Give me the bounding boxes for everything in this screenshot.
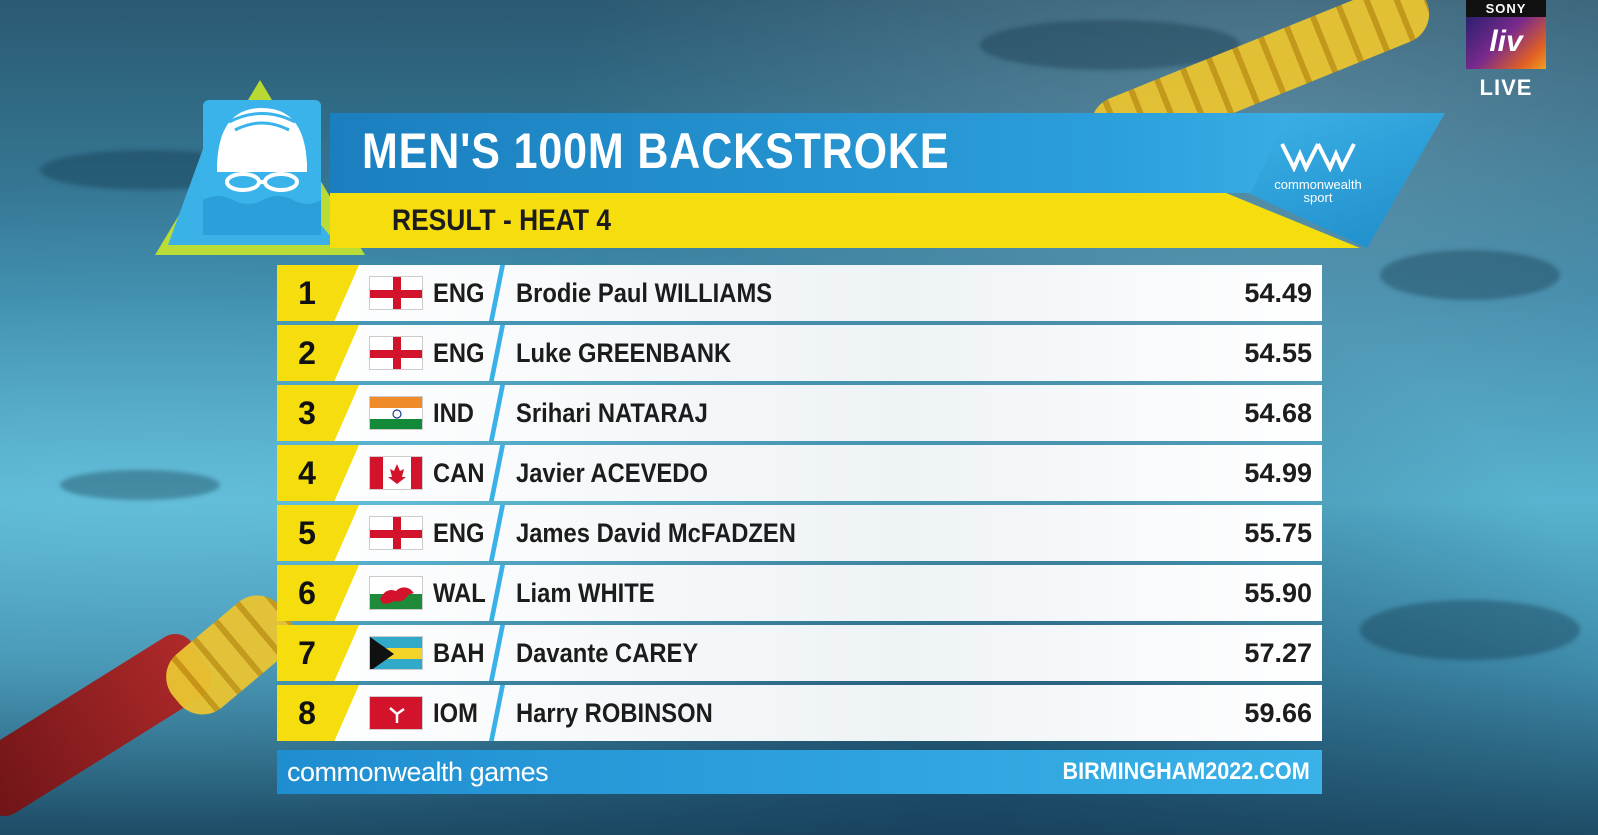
athlete-name: Luke GREENBANK — [516, 338, 732, 368]
result-time: 54.55 — [1244, 338, 1312, 368]
athlete-name: Brodie Paul WILLIAMS — [516, 278, 773, 308]
row-divider — [489, 325, 505, 381]
canada-flag-icon — [369, 456, 423, 490]
rank: 3 — [298, 395, 316, 431]
event-subtitle: RESULT - HEAT 4 — [392, 204, 612, 237]
wales-flag-icon — [369, 576, 423, 610]
result-time: 59.66 — [1244, 698, 1312, 728]
table-row: 2 ENG Luke GREENBANK 54.55 — [277, 325, 1322, 381]
table-row: 4 CAN Javier ACEVEDO 54.99 — [277, 445, 1322, 501]
result-time: 57.27 — [1244, 638, 1312, 668]
country-code: ENG — [433, 518, 485, 548]
commonwealth-logo-line2: sport — [1303, 190, 1333, 205]
results-table: 1 ENG Brodie Paul WILLIAMS 54.49 2 ENG L… — [277, 265, 1322, 745]
row-divider — [489, 445, 505, 501]
result-time: 54.68 — [1244, 398, 1312, 428]
rank: 5 — [298, 515, 316, 551]
result-time: 55.75 — [1244, 518, 1312, 548]
rank: 4 — [298, 455, 316, 491]
brand-sony-text: SONY — [1466, 0, 1546, 17]
country-code: IND — [433, 398, 474, 428]
row-divider — [489, 385, 505, 441]
athlete-name: Srihari NATARAJ — [516, 398, 708, 428]
table-row: 6 WAL Liam WHITE 55.90 — [277, 565, 1322, 621]
table-row: 5 ENG James David McFADZEN 55.75 — [277, 505, 1322, 561]
row-divider — [489, 625, 505, 681]
india-flag-icon — [369, 396, 423, 430]
commonwealth-sport-logo: commonwealth sport — [1263, 140, 1373, 204]
country-code: WAL — [433, 578, 486, 608]
swimmer-icon — [203, 100, 321, 235]
commonwealth-mark-icon — [1263, 140, 1373, 178]
table-row: 3 IND Srihari NATARAJ 54.68 — [277, 385, 1322, 441]
england-flag-icon — [369, 336, 423, 370]
event-title: MEN'S 100M BACKSTROKE — [362, 123, 950, 179]
athlete-name: Harry ROBINSON — [516, 698, 713, 728]
athlete-name: Liam WHITE — [516, 578, 655, 608]
subtitle-banner — [330, 193, 1360, 248]
country-code: BAH — [433, 638, 485, 668]
row-divider — [489, 265, 505, 321]
england-flag-icon — [369, 516, 423, 550]
commonwealth-games-label: commonwealth games — [287, 757, 549, 787]
rank: 2 — [298, 335, 316, 371]
country-code: CAN — [433, 458, 485, 488]
rank: 6 — [298, 575, 316, 611]
website-label: BIRMINGHAM2022.COM — [1062, 758, 1310, 785]
rank: 7 — [298, 635, 316, 671]
result-time: 54.99 — [1244, 458, 1312, 488]
bahamas-flag-icon — [369, 636, 423, 670]
broadcaster-logo: SONY liv LIVE — [1466, 0, 1546, 101]
rank: 8 — [298, 695, 316, 731]
table-row: 7 BAH Davante CAREY 57.27 — [277, 625, 1322, 681]
row-divider — [489, 505, 505, 561]
country-code: ENG — [433, 338, 485, 368]
rank: 1 — [298, 275, 316, 311]
table-row: 8 IOM Harry ROBINSON 59.66 — [277, 685, 1322, 741]
footer-banner: commonwealth games BIRMINGHAM2022.COM — [277, 750, 1322, 794]
row-divider — [489, 565, 505, 621]
athlete-name: Davante CAREY — [516, 638, 699, 668]
row-divider — [489, 685, 505, 741]
brand-liv-text: liv — [1466, 17, 1546, 69]
country-code: IOM — [433, 698, 478, 728]
athlete-name: Javier ACEVEDO — [516, 458, 708, 488]
isle-of-man-flag-icon — [369, 696, 423, 730]
commonwealth-logo-line1: commonwealth — [1274, 177, 1362, 192]
athlete-name: James David McFADZEN — [516, 518, 796, 548]
table-row: 1 ENG Brodie Paul WILLIAMS 54.49 — [277, 265, 1322, 321]
england-flag-icon — [369, 276, 423, 310]
result-time: 55.90 — [1244, 578, 1312, 608]
live-label: LIVE — [1479, 75, 1533, 100]
country-code: ENG — [433, 278, 485, 308]
result-time: 54.49 — [1244, 278, 1312, 308]
